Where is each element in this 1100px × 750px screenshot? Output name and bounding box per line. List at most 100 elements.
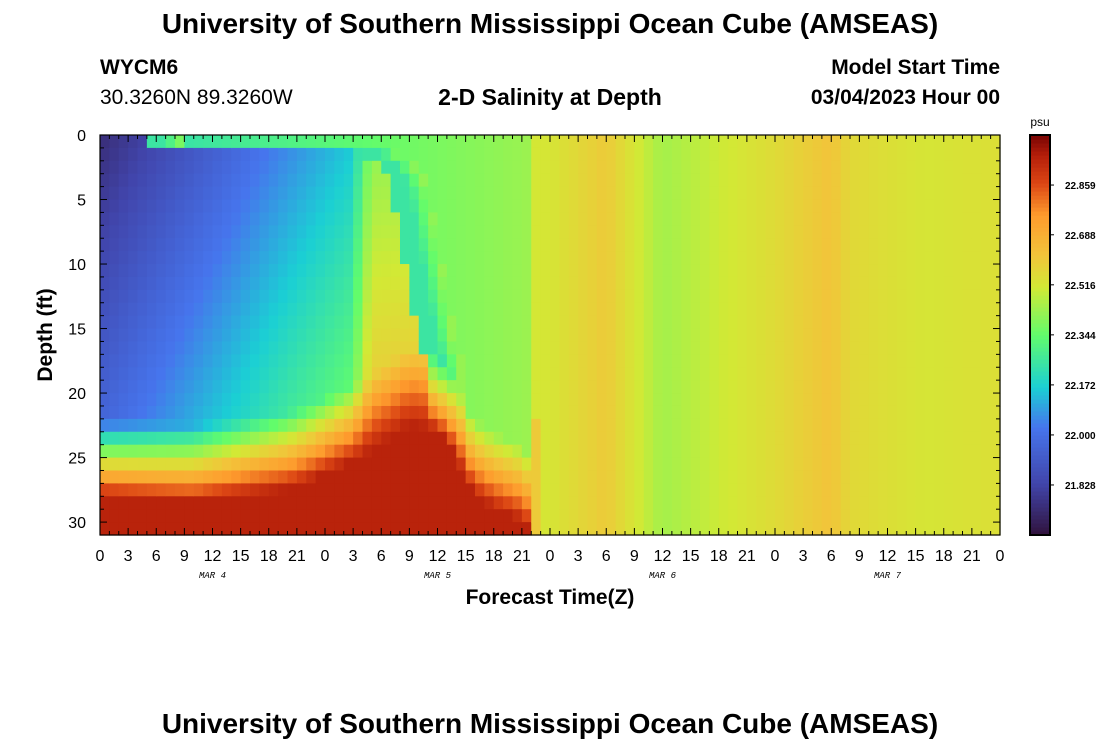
heatmap-cell (821, 457, 832, 472)
heatmap-cell (165, 251, 176, 265)
heatmap-cell (681, 251, 692, 265)
heatmap-cell (784, 354, 795, 368)
heatmap-cell (568, 405, 579, 420)
heatmap-cell (259, 380, 270, 394)
heatmap-cell (231, 212, 242, 226)
x-tick-label: 3 (574, 548, 583, 565)
heatmap-cell (400, 418, 410, 433)
heatmap-cell (887, 522, 898, 536)
heatmap-cell (109, 289, 120, 304)
heatmap-cell (109, 496, 120, 510)
heatmap-cell (615, 289, 626, 304)
heatmap-cell (409, 264, 420, 278)
heatmap-cell (906, 186, 917, 201)
heatmap-cell (943, 483, 954, 497)
heatmap-cell (231, 315, 242, 330)
heatmap-cell (962, 393, 973, 407)
heatmap-cell (709, 483, 720, 497)
heatmap-cell (981, 405, 992, 420)
heatmap-cell (925, 431, 935, 446)
heatmap-cell (662, 199, 673, 214)
heatmap-cell (934, 173, 945, 188)
heatmap-cell (315, 483, 326, 497)
heatmap-cell (578, 199, 589, 214)
heatmap-cell (531, 431, 542, 446)
heatmap-cell (212, 328, 223, 343)
heatmap-cell (596, 225, 607, 239)
heatmap-cell (343, 496, 354, 510)
heatmap-cell (296, 522, 307, 536)
heatmap-cell (831, 276, 842, 291)
heatmap-cell (831, 496, 842, 510)
heatmap-cell (793, 354, 804, 368)
heatmap-cell (193, 483, 204, 497)
heatmap-cell (287, 470, 298, 484)
heatmap-cell (390, 276, 401, 291)
heatmap-cell (615, 147, 626, 162)
heatmap-cell (409, 186, 420, 201)
heatmap-cell (428, 457, 439, 472)
heatmap-cell (906, 276, 917, 291)
heatmap-cell (925, 135, 935, 149)
heatmap-cell (184, 251, 195, 265)
heatmap-cell (137, 470, 148, 484)
heatmap-cell (231, 367, 242, 381)
heatmap-cell (484, 444, 495, 459)
heatmap-cell (793, 444, 804, 459)
heatmap-cell (587, 341, 598, 355)
heatmap-cell (953, 522, 964, 536)
heatmap-cell (165, 509, 176, 523)
heatmap-cell (906, 444, 917, 459)
heatmap-cell (915, 522, 926, 536)
heatmap-cell (925, 225, 935, 239)
heatmap-cell (756, 302, 767, 317)
heatmap-cell (484, 173, 495, 188)
heatmap-cell (268, 212, 279, 226)
heatmap-cell (671, 276, 682, 291)
heatmap-cell (259, 418, 270, 433)
heatmap-cell (493, 315, 504, 330)
heatmap-cell (512, 405, 523, 420)
heatmap-cell (568, 457, 579, 472)
heatmap-cell (690, 509, 701, 523)
heatmap-cell (165, 405, 176, 420)
heatmap-cell (915, 418, 926, 433)
heatmap-cell (100, 457, 110, 472)
heatmap-cell (728, 147, 739, 162)
heatmap-cell (278, 135, 289, 149)
heatmap-cell (953, 186, 964, 201)
heatmap-cell (156, 457, 167, 472)
heatmap-cell (315, 354, 326, 368)
heatmap-cell (512, 160, 523, 175)
heatmap-cell (156, 380, 167, 394)
heatmap-cell (550, 341, 560, 355)
heatmap-cell (709, 147, 720, 162)
heatmap-cell (109, 328, 120, 343)
heatmap-cell (137, 444, 148, 459)
heatmap-cell (250, 522, 260, 536)
heatmap-cell (503, 431, 514, 446)
heatmap-cell (390, 225, 401, 239)
heatmap-cell (793, 199, 804, 214)
heatmap-cell (203, 418, 214, 433)
heatmap-cell (831, 470, 842, 484)
heatmap-cell (953, 302, 964, 317)
heatmap-cell (981, 431, 992, 446)
heatmap-cell (540, 522, 551, 536)
colorbar-segment (1030, 495, 1050, 500)
heatmap-cell (268, 341, 279, 355)
heatmap-cell (671, 147, 682, 162)
heatmap-cell (568, 302, 579, 317)
heatmap-cell (250, 418, 260, 433)
heatmap-cell (156, 328, 167, 343)
heatmap-cell (728, 483, 739, 497)
heatmap-cell (578, 470, 589, 484)
heatmap-cell (559, 173, 570, 188)
heatmap-cell (446, 367, 457, 381)
heatmap-cell (671, 393, 682, 407)
heatmap-cell (193, 264, 204, 278)
heatmap-cell (803, 251, 814, 265)
heatmap-cell (568, 186, 579, 201)
heatmap-cell (128, 483, 139, 497)
heatmap-cell (559, 341, 570, 355)
